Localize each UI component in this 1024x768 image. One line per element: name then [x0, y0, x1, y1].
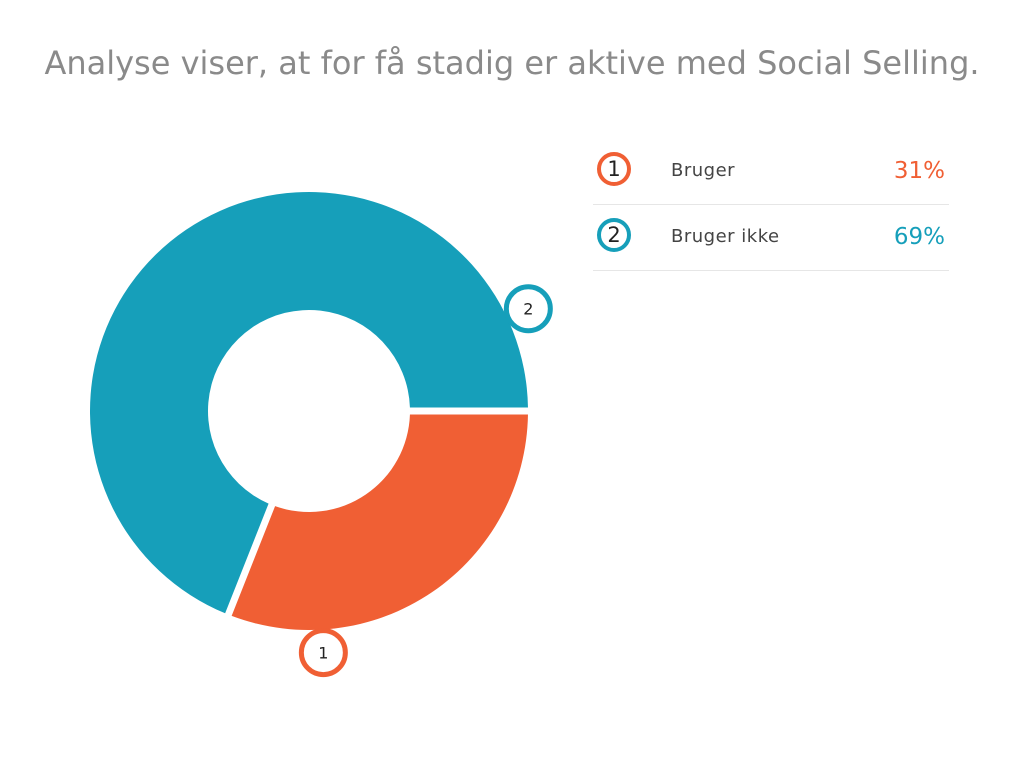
legend-label-bruger-ikke: Bruger ikke: [671, 226, 780, 247]
slice-marker-circle: [503, 284, 553, 334]
donut-slice-2: [89, 191, 528, 614]
chart-legend: 1 Bruger 31% 2 Bruger ikke 69%: [593, 139, 949, 271]
donut-slice-1: [231, 414, 528, 630]
legend-value-bruger: 31%: [893, 158, 945, 184]
legend-label-bruger: Bruger: [671, 160, 736, 181]
slice-marker-2: 2: [503, 284, 553, 334]
slice-marker-circle: [298, 628, 348, 678]
slice-marker-label: 2: [523, 300, 533, 319]
legend-item-bruger-ikke: 2 Bruger ikke 69%: [593, 205, 949, 271]
legend-item-bruger: 1 Bruger 31%: [593, 139, 949, 205]
legend-value-bruger-ikke: 69%: [893, 224, 945, 250]
legend-marker-2: 2: [597, 218, 631, 252]
legend-marker-1: 1: [597, 152, 631, 186]
slice-marker-1: 1: [298, 628, 348, 678]
chart-title: Analyse viser, at for få stadig er aktiv…: [44, 44, 980, 82]
slice-marker-label: 1: [318, 644, 328, 663]
